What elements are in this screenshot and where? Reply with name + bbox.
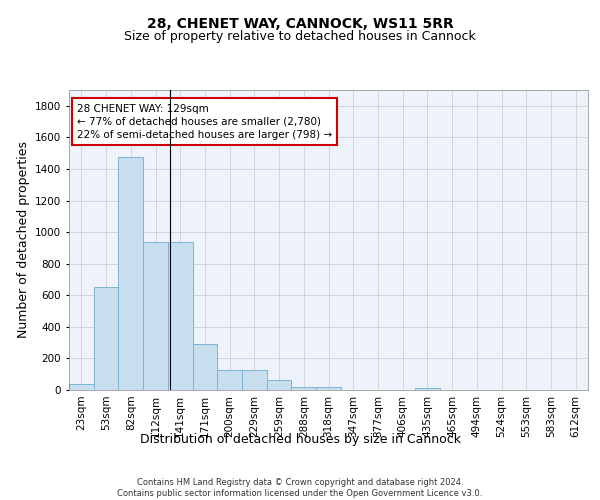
Bar [267, 380, 292, 390]
Text: 28, CHENET WAY, CANNOCK, WS11 5RR: 28, CHENET WAY, CANNOCK, WS11 5RR [146, 18, 454, 32]
Bar [193, 344, 217, 390]
Bar [118, 158, 143, 390]
Bar [168, 242, 193, 390]
Bar [143, 242, 168, 390]
Bar [94, 287, 118, 390]
Bar [415, 388, 440, 390]
Bar [217, 370, 242, 390]
Y-axis label: Number of detached properties: Number of detached properties [17, 142, 29, 338]
Text: Contains HM Land Registry data © Crown copyright and database right 2024.
Contai: Contains HM Land Registry data © Crown c… [118, 478, 482, 498]
Bar [292, 386, 316, 390]
Text: Size of property relative to detached houses in Cannock: Size of property relative to detached ho… [124, 30, 476, 43]
Bar [69, 384, 94, 390]
Text: 28 CHENET WAY: 129sqm
← 77% of detached houses are smaller (2,780)
22% of semi-d: 28 CHENET WAY: 129sqm ← 77% of detached … [77, 104, 332, 140]
Bar [316, 386, 341, 390]
Bar [242, 370, 267, 390]
Text: Distribution of detached houses by size in Cannock: Distribution of detached houses by size … [139, 432, 461, 446]
